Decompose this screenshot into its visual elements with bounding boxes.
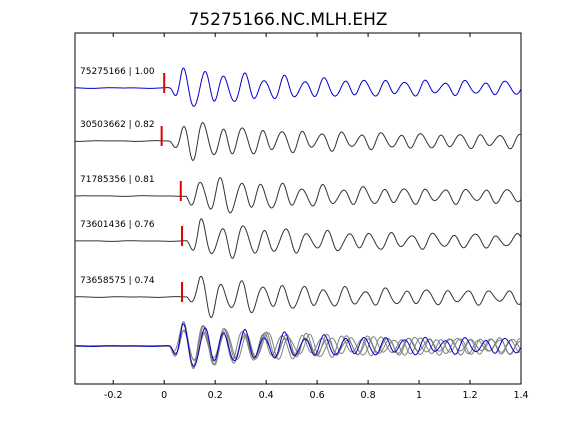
trace-label: 71785356 | 0.81 (80, 175, 155, 185)
stack-trace-line (74, 323, 522, 367)
labels-layer: 75275166 | 1.00 30503662 | 0.82 71785356 |… (80, 67, 155, 286)
trace-line (74, 122, 522, 161)
x-tick-label: 0.4 (259, 390, 274, 401)
x-tick-label: 0.2 (208, 390, 223, 401)
trace-label: 73658575 | 0.74 (80, 276, 155, 286)
chart-title: 75275166.NC.MLH.EHZ (188, 10, 387, 30)
trace-line (74, 275, 522, 319)
x-tick-label: -0.2 (104, 390, 123, 401)
x-tick-label: 0 (161, 390, 167, 401)
trace-label: 73601436 | 0.76 (80, 220, 155, 230)
stack-layer (74, 320, 522, 370)
plot-frame (74, 32, 522, 385)
traces-layer (74, 67, 522, 319)
trace-line (74, 67, 522, 107)
x-tick-label: 0.8 (361, 390, 376, 401)
x-tick-label: 0.6 (310, 390, 325, 401)
x-tick-label: 1.4 (513, 390, 528, 401)
trace-line (74, 177, 522, 214)
picks-layer (160, 73, 184, 302)
trace-label: 30503662 | 0.82 (80, 120, 155, 130)
trace-label: 75275166 | 1.00 (80, 67, 155, 77)
trace-line (74, 218, 522, 259)
x-axis-ticks: -0.2 0 0.2 0.4 0.6 0.8 1 1.2 1.4 (104, 33, 529, 401)
x-tick-label: 1 (416, 390, 422, 401)
stack-trace-line (74, 325, 522, 368)
x-tick-label: 1.2 (462, 390, 477, 401)
